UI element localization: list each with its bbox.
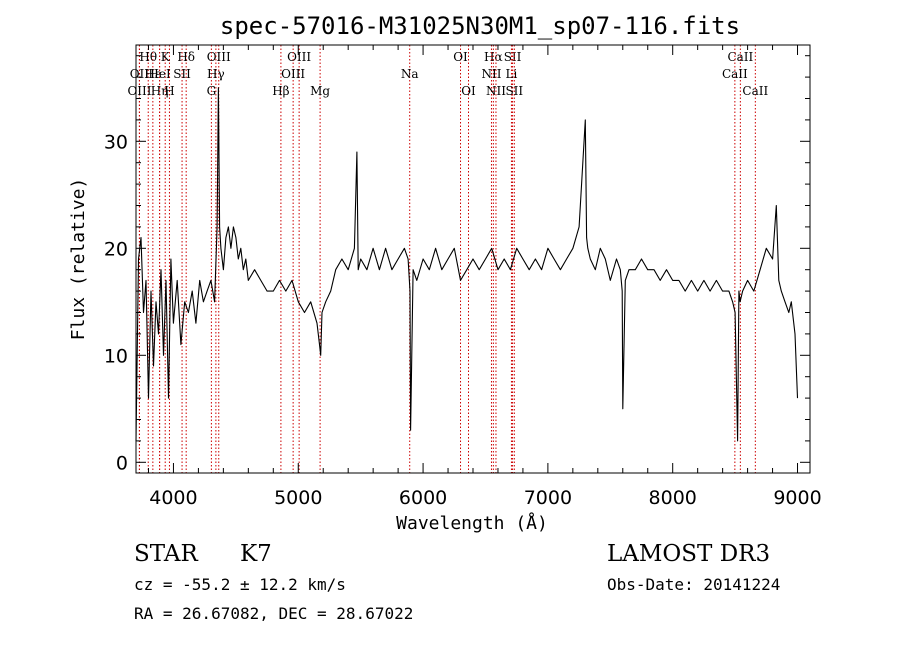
line-label-6: HeI	[148, 67, 171, 81]
x-tick-label: 6000	[399, 487, 447, 509]
y-tick-label: 30	[104, 131, 128, 153]
redshift-cz: cz = -55.2 ± 12.2 km/s	[134, 575, 346, 594]
coordinates: RA = 26.67082, DEC = 28.67022	[134, 604, 414, 623]
y-axis: 0 10 20 30	[104, 55, 810, 474]
line-label-9: SII	[173, 67, 191, 81]
x-tick-label: 9000	[773, 487, 821, 509]
object-class: STAR	[134, 541, 198, 567]
line-label-19: OI	[461, 84, 476, 98]
y-tick-label: 20	[104, 238, 128, 260]
series-group	[135, 87, 799, 442]
x-axis-label: Wavelength (Å)	[396, 512, 548, 534]
line-label-20: Hα	[484, 50, 503, 64]
line-label-7: H	[164, 84, 174, 98]
line-label-22: NII	[486, 84, 506, 98]
line-label-13: OIII	[287, 50, 311, 64]
line-label-5: K	[161, 50, 171, 64]
line-label-14: OIII	[281, 67, 305, 81]
line-label-17: Na	[401, 67, 419, 81]
line-label-10: OIII	[207, 50, 231, 64]
x-tick-label: 8000	[649, 487, 697, 509]
x-tick-label: 5000	[274, 487, 322, 509]
line-label-27: CaII	[722, 67, 748, 81]
line-label-25: SII	[505, 84, 523, 98]
line-label-12: G	[207, 84, 217, 98]
chart-title: spec-57016-M31025N30M1_sp07-116.fits	[220, 12, 740, 40]
line-label-0: Hθ	[139, 50, 157, 64]
line-label-8: Hδ	[177, 50, 195, 64]
x-tick-label: 7000	[524, 487, 572, 509]
y-axis-label: Flux (relative)	[68, 178, 89, 341]
survey-name: LAMOST DR3	[607, 541, 771, 567]
line-label-21: NII	[481, 67, 501, 81]
line-label-2: OIII	[127, 84, 151, 98]
spectrum-line	[135, 87, 799, 442]
line-label-11: Hγ	[207, 67, 225, 81]
y-tick-label: 0	[116, 452, 128, 474]
x-tick-label: 4000	[149, 487, 197, 509]
line-label-15: Hβ	[272, 84, 289, 98]
line-label-26: CaII	[727, 50, 753, 64]
line-label-16: Mg	[310, 84, 330, 98]
x-axis: 4000 5000 6000 7000 8000 9000	[147, 45, 822, 509]
line-markers: HθOIIOIIIHεHηKHeIHHδSIIOIIIHγGOIIIOIIIHβ…	[127, 45, 768, 473]
line-label-18: OI	[453, 50, 468, 64]
line-label-24: Li	[506, 67, 518, 81]
obs-date: Obs-Date: 20141224	[607, 575, 781, 594]
line-label-23: SII	[504, 50, 522, 64]
object-subclass: K7	[240, 541, 272, 567]
line-label-28: CaII	[742, 84, 768, 98]
line-label-3: Hε	[145, 67, 162, 81]
y-tick-label: 10	[104, 345, 128, 367]
